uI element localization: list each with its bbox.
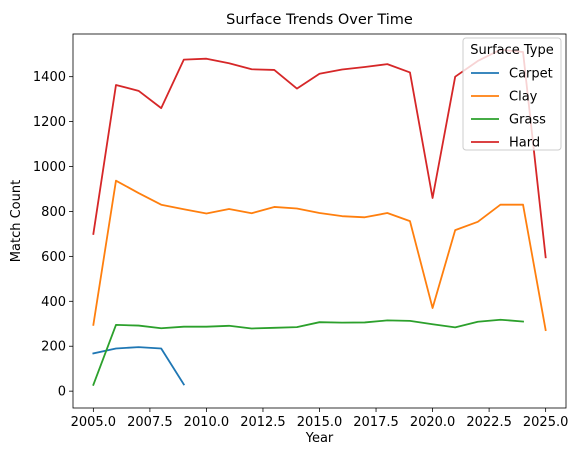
x-tick-label: 2020.0 xyxy=(410,415,456,430)
y-axis-label: Match Count xyxy=(9,180,24,262)
x-tick-label: 2015.0 xyxy=(297,415,343,430)
chart-title: Surface Trends Over Time xyxy=(226,12,413,28)
legend-entries: Carpet Clay Grass Hard xyxy=(471,67,553,151)
legend: Surface Type Carpet Clay Grass Hard xyxy=(462,37,562,151)
series-line-carpet xyxy=(92,346,186,386)
y-tick-label: 600 xyxy=(41,250,66,265)
legend-label-carpet: Carpet xyxy=(509,67,553,82)
y-axis: 0 200 400 600 800 1000 1200 1400 xyxy=(33,70,73,400)
y-tick-label: 800 xyxy=(41,205,66,220)
x-axis-label: Year xyxy=(305,431,334,446)
x-tick-label: 2007.5 xyxy=(127,415,173,430)
series-line-clay xyxy=(92,179,547,332)
x-tick-label: 2017.5 xyxy=(353,415,399,430)
y-tick-label: 1200 xyxy=(33,115,66,130)
x-axis: 2005.0 2007.5 2010.0 2012.5 2015.0 2017.5 2020… xyxy=(71,408,569,430)
legend-title: Surface Type xyxy=(470,43,554,58)
y-tick-label: 1000 xyxy=(33,160,66,175)
y-tick-label: 200 xyxy=(41,340,66,355)
legend-label-grass: Grass xyxy=(509,113,546,128)
legend-box xyxy=(462,37,562,151)
x-tick-label: 2022.5 xyxy=(466,415,512,430)
legend-label-clay: Clay xyxy=(509,90,538,105)
x-tick-label: 2025.0 xyxy=(523,415,569,430)
y-tick-label: 400 xyxy=(41,295,66,310)
series-line-grass xyxy=(92,318,524,387)
x-tick-label: 2010.0 xyxy=(184,415,230,430)
y-tick-label: 1400 xyxy=(33,70,66,85)
x-tick-label: 2012.5 xyxy=(240,415,286,430)
y-tick-label: 0 xyxy=(58,385,66,400)
legend-label-hard: Hard xyxy=(509,136,540,151)
x-tick-label: 2005.0 xyxy=(71,415,117,430)
